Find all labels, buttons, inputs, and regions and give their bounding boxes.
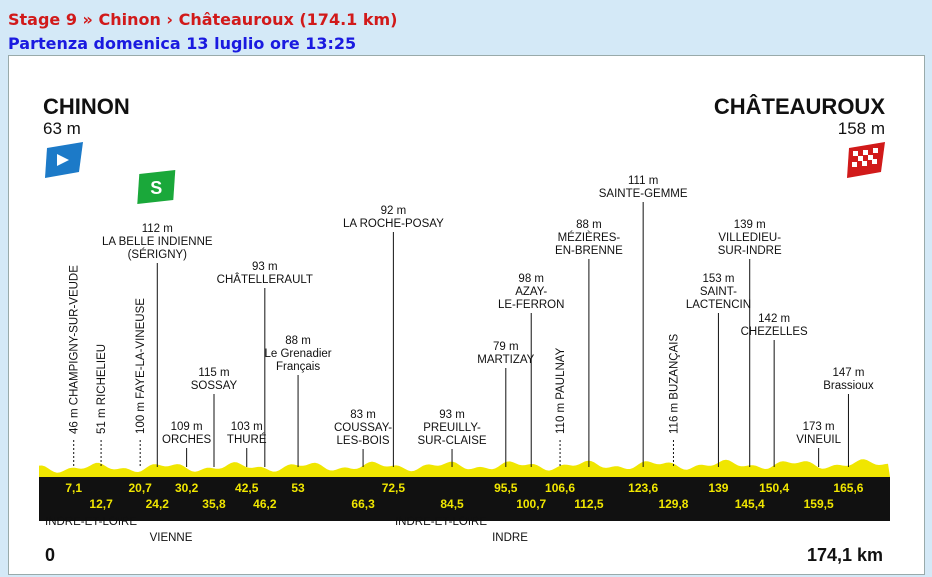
stage-profile-chart: CHINON 63 m CHÂTEAUROUX 158 m 46 m CHAMP… xyxy=(39,94,890,565)
waypoint-label: 112 m LA BELLE INDIENNE (SÉRIGNY) xyxy=(102,223,213,261)
svg-text:S: S xyxy=(150,178,162,198)
waypoint-label: 88 m MÉZIÈRES-EN-BRENNE xyxy=(555,219,623,257)
waypoint: 88 m MÉZIÈRES-EN-BRENNE xyxy=(555,219,623,467)
waypoint-label: 139 m VILLEDIEU-SUR-INDRE xyxy=(718,219,782,257)
sprint-icon: S xyxy=(137,170,176,204)
waypoint: 79 m MARTIZAY xyxy=(477,341,535,467)
km-label: 123,6 xyxy=(628,481,658,495)
waypoint: 92 m LA ROCHE-POSAY xyxy=(343,205,444,467)
start-flag-icon xyxy=(45,142,83,178)
start-altitude: 63 m xyxy=(43,119,81,138)
km-label: 72,5 xyxy=(382,481,406,495)
waypoint: 153 m SAINT-LACTENCIN xyxy=(686,273,751,467)
waypoint: 100 m FAYE-LA-VINEUSE xyxy=(135,298,147,467)
km-label: 129,8 xyxy=(658,497,688,511)
waypoint: 103 m THURÉ xyxy=(227,421,267,467)
waypoint-label: 153 m SAINT-LACTENCIN xyxy=(686,273,751,311)
waypoint-label: 93 m PREUILLY-SUR-CLAISE xyxy=(418,409,487,447)
finish-altitude: 158 m xyxy=(838,119,885,138)
waypoint-label: 92 m LA ROCHE-POSAY xyxy=(343,205,444,230)
waypoint: 139 m VILLEDIEU-SUR-INDRE xyxy=(718,219,782,467)
waypoint-label: 103 m THURÉ xyxy=(227,421,267,446)
waypoint: 116 m BUZANÇAIS xyxy=(668,334,680,467)
km-label: 53 xyxy=(291,481,305,495)
km-label: 106,6 xyxy=(545,481,575,495)
waypoint: 173 m VINEUIL xyxy=(796,421,842,467)
waypoint-label: 98 m AZAY-LE-FERRON xyxy=(498,273,564,311)
km-label: 150,4 xyxy=(759,481,789,495)
waypoint: 115 m SOSSAY xyxy=(191,367,238,467)
km-label: 84,5 xyxy=(440,497,464,511)
km-label: 35,8 xyxy=(202,497,226,511)
waypoint-label: 115 m SOSSAY xyxy=(191,367,238,392)
region-label: VIENNE xyxy=(150,532,193,544)
region-label: INDRE-ET-LOIRE xyxy=(395,516,487,528)
km-label: 46,2 xyxy=(253,497,277,511)
waypoint-label: 79 m MARTIZAY xyxy=(477,341,534,366)
waypoint: 93 m CHÂTELLERAULT xyxy=(217,261,313,467)
start-town: CHINON xyxy=(43,94,130,119)
waypoint: 111 m SAINTE-GEMME xyxy=(599,175,688,467)
waypoint: 51 m RICHELIEU xyxy=(96,344,108,467)
end-km: 174,1 km xyxy=(807,545,883,565)
km-label: 30,2 xyxy=(175,481,199,495)
km-label: 159,5 xyxy=(804,497,834,511)
start-km: 0 xyxy=(45,545,55,565)
waypoint: 112 m LA BELLE INDIENNE (SÉRIGNY) S xyxy=(102,170,213,467)
km-label: 66,3 xyxy=(351,497,375,511)
waypoint-label: 51 m RICHELIEU xyxy=(96,344,108,434)
km-label: 24,2 xyxy=(146,497,170,511)
waypoint-label: 116 m BUZANÇAIS xyxy=(668,334,680,434)
waypoint-label: 142 m CHEZELLES xyxy=(741,313,808,338)
km-band xyxy=(39,477,890,521)
waypoint-label: 88 m Le Grenadier Français xyxy=(265,335,332,373)
waypoint-label: 109 m ORCHES xyxy=(162,421,212,446)
finish-flag-icon xyxy=(847,142,885,178)
waypoint: 88 m Le Grenadier Français xyxy=(265,335,332,467)
stage-start-time: Partenza domenica 13 luglio ore 13:25 xyxy=(8,34,357,53)
waypoint-label: 46 m CHAMPIGNY-SUR-VEUDE xyxy=(69,265,81,434)
waypoint: 93 m PREUILLY-SUR-CLAISE xyxy=(418,409,487,467)
km-label: 12,7 xyxy=(89,497,113,511)
waypoint: 109 m ORCHES xyxy=(162,421,212,467)
waypoint: 147 m Brassioux xyxy=(823,367,874,467)
waypoint-label: 147 m Brassioux xyxy=(823,367,874,392)
waypoint: 83 m COUSSAY-LES-BOIS xyxy=(334,409,392,467)
km-label: 145,4 xyxy=(735,497,765,511)
waypoint: 98 m AZAY-LE-FERRON xyxy=(498,273,564,467)
waypoint-label: 100 m FAYE-LA-VINEUSE xyxy=(135,298,147,434)
km-label: 7,1 xyxy=(65,481,82,495)
km-label: 165,6 xyxy=(833,481,863,495)
waypoint-label: 111 m SAINTE-GEMME xyxy=(599,175,688,200)
waypoint: 46 m CHAMPIGNY-SUR-VEUDE xyxy=(69,265,81,467)
km-label: 100,7 xyxy=(516,497,546,511)
km-label: 20,7 xyxy=(129,481,153,495)
road-profile xyxy=(39,459,890,477)
stage-profile-panel: CHINON 63 m CHÂTEAUROUX 158 m 46 m CHAMP… xyxy=(8,55,925,575)
waypoint-label: 93 m CHÂTELLERAULT xyxy=(217,261,313,286)
waypoint: 110 m PAULNAY xyxy=(555,347,567,467)
waypoint-label: 173 m VINEUIL xyxy=(796,421,841,446)
waypoint-label: 83 m COUSSAY-LES-BOIS xyxy=(334,409,392,447)
km-label: 112,5 xyxy=(574,497,604,511)
region-label: INDRE-ET-LOIRE xyxy=(45,516,137,528)
waypoint-label: 110 m PAULNAY xyxy=(555,347,567,434)
km-label: 139 xyxy=(708,481,728,495)
finish-town: CHÂTEAUROUX xyxy=(714,94,885,119)
stage-title: Stage 9 » Chinon › Châteauroux (174.1 km… xyxy=(8,10,398,29)
waypoint: 142 m CHEZELLES xyxy=(741,313,808,467)
km-label: 42,5 xyxy=(235,481,259,495)
region-label: INDRE xyxy=(492,532,528,544)
km-label: 95,5 xyxy=(494,481,518,495)
